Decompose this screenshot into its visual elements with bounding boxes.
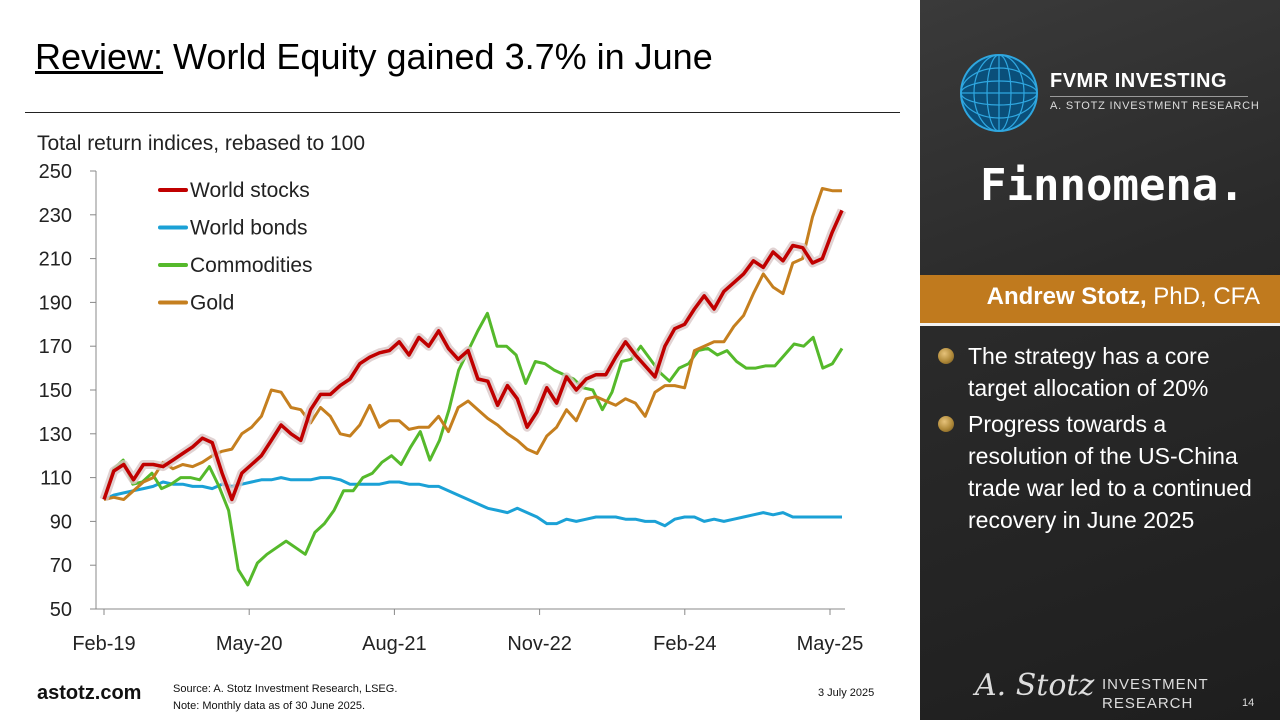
line-chart: Total return indices, rebased to 100 50 70… bbox=[37, 132, 864, 655]
x-tick-label: Feb-19 bbox=[72, 633, 135, 655]
x-tick-label: Nov-22 bbox=[507, 633, 571, 655]
signature-text: INVESTMENT RESEARCH bbox=[1102, 675, 1209, 713]
legend-label: World stocks bbox=[190, 179, 310, 202]
author-name-bold: Andrew Stotz, bbox=[986, 283, 1147, 310]
y-tick-label: 170 bbox=[39, 336, 72, 358]
slide-title: Review: World Equity gained 3.7% in June bbox=[35, 36, 713, 78]
legend-label: Commodities bbox=[190, 254, 313, 277]
y-tick-label: 90 bbox=[50, 511, 72, 533]
y-tick-label: 50 bbox=[50, 599, 72, 621]
legend-label: World bonds bbox=[190, 217, 308, 240]
fvmr-brand-subtitle: A. STOTZ INVESTMENT RESEARCH bbox=[1050, 100, 1260, 112]
footer-source-note: Source: A. Stotz Investment Research, LS… bbox=[173, 681, 397, 715]
bullet-text: The strategy has a core target allocatio… bbox=[968, 343, 1210, 401]
y-tick-label: 130 bbox=[39, 424, 72, 446]
note-text: Note: Monthly data as of 30 June 2025. bbox=[173, 700, 366, 712]
y-tick-label: 150 bbox=[39, 380, 72, 402]
chart-subtitle: Total return indices, rebased to 100 bbox=[37, 132, 365, 155]
title-prefix: Review: bbox=[35, 36, 164, 77]
x-tick-label: Feb-24 bbox=[653, 633, 716, 655]
legend-label: Gold bbox=[190, 292, 234, 315]
signature-line-1: INVESTMENT bbox=[1102, 676, 1209, 693]
globe-icon bbox=[960, 54, 1038, 132]
side-panel: FVMR INVESTING A. STOTZ INVESTMENT RESEA… bbox=[920, 0, 1280, 720]
y-tick-label: 70 bbox=[50, 555, 72, 577]
series-line-world-stocks bbox=[102, 209, 844, 502]
series-line-commodities bbox=[102, 311, 844, 587]
x-tick-label: May-25 bbox=[797, 633, 864, 655]
author-bar-underline bbox=[920, 323, 1280, 326]
footer-date: 3 July 2025 bbox=[818, 687, 875, 699]
y-tick-label: 190 bbox=[39, 292, 72, 314]
signature-line-2: RESEARCH bbox=[1102, 695, 1194, 712]
slide-main: Review: World Equity gained 3.7% in June… bbox=[25, 36, 900, 715]
y-tick-label: 230 bbox=[39, 205, 72, 227]
author-bar bbox=[920, 275, 1280, 323]
title-rest: World Equity gained 3.7% in June bbox=[163, 36, 713, 77]
author-credentials: PhD, CFA bbox=[1146, 283, 1260, 310]
y-tick-label: 250 bbox=[39, 161, 72, 183]
finnomena-logo: Finnomena. bbox=[980, 160, 1245, 211]
x-tick-label: May-20 bbox=[216, 633, 283, 655]
author-name: Andrew Stotz, PhD, CFA bbox=[920, 283, 1260, 311]
footer-site[interactable]: astotz.com bbox=[37, 682, 142, 704]
bullet-text: Progress towards a resolution of the US-… bbox=[968, 411, 1252, 533]
title-divider bbox=[25, 112, 900, 113]
page-number: 14 bbox=[1242, 697, 1255, 709]
y-tick-label: 110 bbox=[40, 468, 72, 490]
series-line-gold bbox=[103, 187, 842, 501]
signature-logo: A. Stotz bbox=[975, 668, 1095, 703]
bullet-dot-icon bbox=[938, 348, 954, 364]
bullet-dot-icon bbox=[938, 416, 954, 432]
fvmr-divider bbox=[1050, 96, 1248, 97]
y-tick-label: 210 bbox=[39, 249, 72, 271]
series-line-world-bonds bbox=[103, 476, 842, 528]
x-tick-label: Aug-21 bbox=[362, 633, 427, 655]
source-text: Source: A. Stotz Investment Research, LS… bbox=[173, 683, 398, 695]
fvmr-brand-name: FVMR INVESTING bbox=[1050, 70, 1228, 92]
